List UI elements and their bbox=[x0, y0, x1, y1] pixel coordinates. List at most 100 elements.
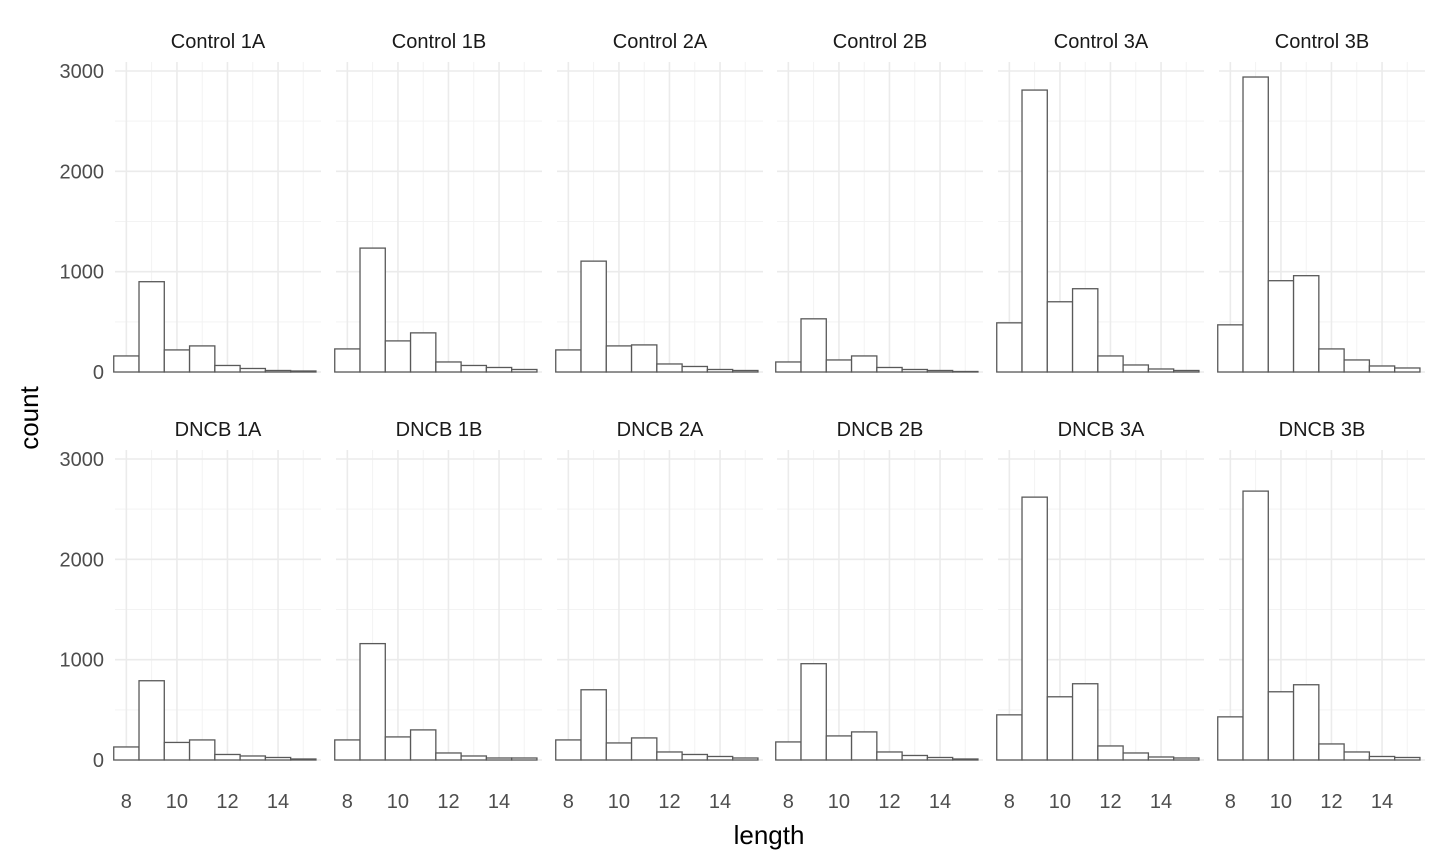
x-tick-label: 14 bbox=[929, 791, 951, 813]
histogram-bar bbox=[605, 345, 633, 373]
histogram-bar bbox=[435, 361, 462, 373]
facet-strip-title: Control 1A bbox=[171, 31, 266, 53]
histogram-bar bbox=[926, 369, 954, 373]
y-tick-label: 3000 bbox=[60, 449, 105, 471]
x-tick-label: 14 bbox=[709, 791, 731, 813]
histogram-bar bbox=[681, 365, 709, 373]
histogram-bar bbox=[511, 757, 538, 761]
histogram-bar bbox=[996, 714, 1023, 761]
histogram-bar bbox=[605, 742, 633, 761]
histogram-bar bbox=[1217, 716, 1244, 761]
histogram-bar bbox=[1368, 365, 1396, 373]
histogram-bar bbox=[1071, 683, 1099, 761]
histogram-bar bbox=[1267, 280, 1295, 373]
histogram-bar bbox=[163, 741, 191, 761]
y-tick-label: 2000 bbox=[60, 161, 105, 183]
histogram-bar bbox=[1267, 691, 1295, 761]
facet-strip-title: DNCB 1B bbox=[396, 419, 483, 441]
facet-strip-title: Control 3A bbox=[1054, 31, 1149, 53]
x-tick-label: 14 bbox=[1150, 791, 1172, 813]
histogram-bar bbox=[188, 345, 216, 373]
histogram-bar bbox=[290, 370, 317, 373]
histogram-bar bbox=[1097, 355, 1124, 373]
histogram-bar bbox=[656, 751, 683, 761]
histogram-bar bbox=[214, 753, 241, 761]
histogram-bar bbox=[239, 367, 267, 373]
y-tick-label: 1000 bbox=[60, 650, 105, 672]
histogram-bar bbox=[706, 368, 734, 373]
histogram-bar bbox=[1021, 89, 1048, 373]
histogram-bar bbox=[138, 281, 165, 373]
histogram-bar bbox=[1021, 496, 1048, 761]
x-tick-label: 14 bbox=[267, 791, 289, 813]
x-axis-title: length bbox=[734, 820, 805, 850]
facet-panel: Control 2B bbox=[775, 31, 983, 373]
histogram-bar bbox=[334, 739, 361, 761]
x-tick-label: 10 bbox=[828, 791, 850, 813]
histogram-bar bbox=[1173, 757, 1200, 761]
histogram-bar bbox=[239, 755, 267, 761]
histogram-bar bbox=[1318, 743, 1345, 761]
facet-strip-title: Control 1B bbox=[392, 31, 487, 53]
facet-strip-title: DNCB 3B bbox=[1279, 419, 1366, 441]
x-tick-label: 8 bbox=[563, 791, 574, 813]
histogram-bar bbox=[1343, 359, 1371, 373]
facet-panel: DNCB 3B bbox=[1217, 419, 1425, 761]
histogram-bar bbox=[800, 663, 827, 761]
histogram-bar bbox=[384, 340, 412, 373]
x-tick-label: 10 bbox=[387, 791, 409, 813]
histogram-bar bbox=[800, 318, 827, 373]
x-tick-label: 10 bbox=[166, 791, 188, 813]
x-tick-label: 12 bbox=[437, 791, 459, 813]
histogram-bar bbox=[1394, 367, 1421, 373]
facet-panel: Control 1B bbox=[334, 31, 542, 373]
facet-panel: DNCB 3A bbox=[996, 419, 1204, 761]
histogram-bar bbox=[460, 364, 488, 373]
histogram-bar bbox=[264, 756, 292, 761]
histogram-bar bbox=[1122, 364, 1150, 373]
histogram-bar bbox=[460, 755, 488, 761]
histogram-bar bbox=[630, 737, 658, 761]
y-tick-label: 3000 bbox=[60, 61, 105, 83]
facet-panel: Control 1A bbox=[113, 31, 321, 373]
histogram-bar bbox=[1292, 275, 1320, 373]
histogram-bar bbox=[359, 642, 386, 761]
histogram-bar bbox=[1046, 696, 1074, 761]
histogram-bar bbox=[138, 680, 165, 761]
histogram-bar bbox=[1242, 490, 1269, 761]
histogram-bar bbox=[555, 739, 582, 761]
histogram-bar bbox=[996, 322, 1023, 373]
histogram-bar bbox=[1394, 756, 1421, 761]
histogram-bar bbox=[409, 729, 437, 761]
histogram-bar bbox=[775, 741, 802, 761]
histogram-bar bbox=[876, 366, 903, 373]
histogram-bar bbox=[1242, 76, 1269, 373]
histogram-bar bbox=[113, 355, 140, 373]
histogram-bar bbox=[926, 756, 954, 761]
x-tick-label: 12 bbox=[878, 791, 900, 813]
facet-strip-title: Control 2A bbox=[613, 31, 708, 53]
histogram-bar bbox=[1147, 368, 1175, 373]
histogram-bar bbox=[901, 754, 929, 761]
histogram-bar bbox=[188, 739, 216, 761]
histogram-bar bbox=[1368, 755, 1396, 761]
x-tick-label: 8 bbox=[342, 791, 353, 813]
facet-panel: DNCB 1A bbox=[113, 419, 321, 761]
histogram-bar bbox=[1173, 369, 1200, 373]
histogram-bar bbox=[485, 366, 513, 373]
histogram-bar bbox=[1147, 756, 1175, 761]
histogram-bar bbox=[163, 349, 191, 373]
x-tick-label: 12 bbox=[1099, 791, 1121, 813]
facet-panel: DNCB 2B bbox=[775, 419, 983, 761]
histogram-bar bbox=[580, 689, 607, 761]
facet-strip-title: DNCB 2A bbox=[617, 419, 704, 441]
histogram-bar bbox=[1292, 684, 1320, 761]
histogram-bar bbox=[409, 332, 437, 373]
facet-panel: DNCB 1B bbox=[334, 419, 542, 761]
histogram-bar bbox=[825, 359, 853, 373]
histogram-bar bbox=[435, 752, 462, 761]
facet-strip-title: DNCB 1A bbox=[175, 419, 262, 441]
histogram-bar bbox=[1046, 301, 1074, 373]
histogram-bar bbox=[1217, 324, 1244, 373]
